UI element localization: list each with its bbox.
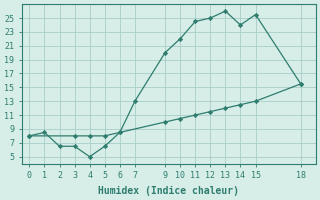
X-axis label: Humidex (Indice chaleur): Humidex (Indice chaleur) [98,186,239,196]
